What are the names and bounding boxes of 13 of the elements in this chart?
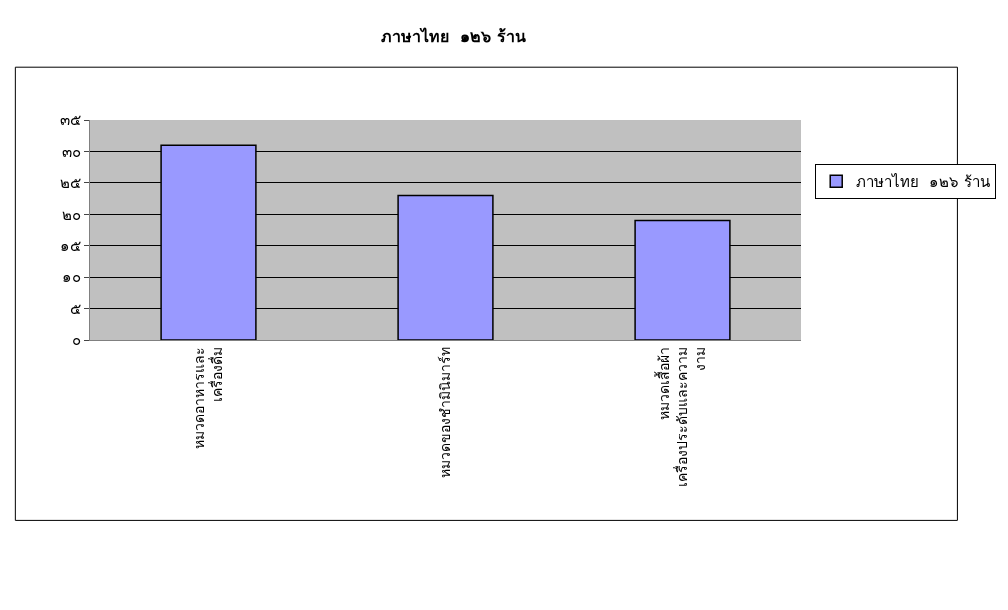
y-tick-label: ๑๕ bbox=[60, 236, 81, 255]
x-tick-label: หมวดของชำมินิมาร์ท bbox=[437, 346, 454, 478]
y-tick-label: ๕ bbox=[70, 299, 81, 318]
chart-title: ภาษาไทย ๑๒๖ ร้าน bbox=[381, 26, 526, 46]
x-tick-label: หมวดเสื้อผ้า เครื่องประดับและความ งาม bbox=[653, 346, 709, 487]
y-tick-label: ๐ bbox=[72, 331, 81, 350]
x-tick-label: หมวดอาหารและ เครื่องดื่ม bbox=[190, 346, 226, 449]
y-tick-label: ๓๕ bbox=[60, 111, 81, 130]
y-tick-label: ๑๐ bbox=[62, 268, 81, 287]
y-tick-label: ๒๐ bbox=[62, 205, 81, 224]
y-tick-label: ๒๕ bbox=[60, 174, 81, 193]
y-tick-label: ๓๐ bbox=[62, 142, 81, 161]
legend-label: ภาษาไทย ๑๒๖ ร้าน bbox=[856, 173, 990, 192]
